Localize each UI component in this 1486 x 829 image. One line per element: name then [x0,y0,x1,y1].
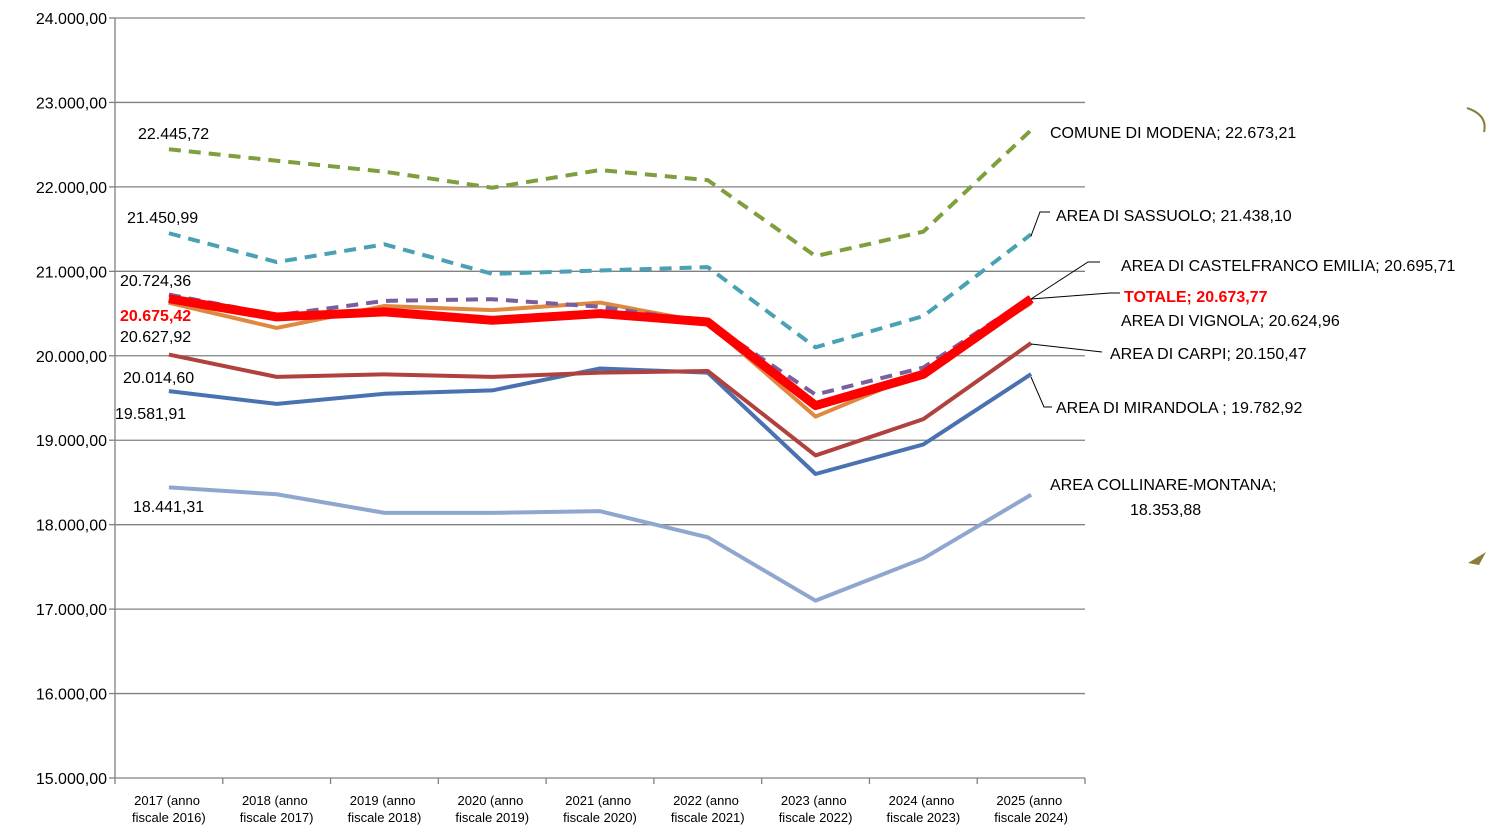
line: fiscale 2019) [455,810,529,825]
x-tick-label: 2018 (anno fiscale 2017) [240,793,314,825]
y-tick-label: 22.000,00 [36,180,107,197]
leader-line [1030,343,1103,353]
y-tick-label: 19.000,00 [36,433,107,450]
line: fiscale 2016) [132,810,206,825]
y-tick-label: 20.000,00 [36,349,107,366]
x-tick-label: 2017 (anno fiscale 2016) [132,793,206,825]
line: fiscale 2022) [779,810,853,825]
data-label: COMUNE DI MODENA; 22.673,21 [1050,125,1296,142]
leader-line [1030,261,1100,300]
data-label: 18.441,31 [133,499,204,516]
x-tick-label: 2022 (anno fiscale 2021) [671,793,745,825]
series-line [168,231,1033,350]
data-label: AREA DI MIRANDOLA ; 19.782,92 [1056,400,1302,417]
x-tick-label: 2025 (anno fiscale 2024) [994,793,1068,825]
series-line [168,341,1033,458]
line: 2018 (anno [242,793,311,808]
y-tick-label: 16.000,00 [36,687,107,704]
y-tick-label: 15.000,00 [36,771,107,788]
line: 2023 (anno [781,793,850,808]
line: fiscale 2018) [348,810,422,825]
series-line [168,366,1033,476]
line: 2024 (anno [889,793,958,808]
line: 2025 (anno [996,793,1065,808]
leader-line [1030,211,1050,237]
series-line [168,292,1033,397]
line: 2020 (anno [458,793,527,808]
x-tick-label: 2021 (anno fiscale 2020) [563,793,637,825]
x-tick-label: 2023 (anno fiscale 2022) [779,793,853,825]
line: 2019 (anno [350,793,419,808]
x-tick-label: 2020 (anno fiscale 2019) [455,793,529,825]
line: fiscale 2023) [886,810,960,825]
y-tick-label: 18.000,00 [36,518,107,535]
y-tick-label: 24.000,00 [36,11,107,28]
line: 2017 (anno [134,793,203,808]
data-label: 19.581,91 [115,406,186,423]
line: fiscale 2021) [671,810,745,825]
x-tick-label: 2024 (anno fiscale 2023) [886,793,960,825]
data-label: TOTALE; 20.673,77 [1124,289,1268,306]
decoration [1466,107,1486,133]
x-tick-label: 2019 (anno fiscale 2018) [348,793,422,825]
data-label: AREA DI SASSUOLO; 21.438,10 [1056,208,1292,225]
data-label: AREA DI VIGNOLA; 20.624,96 [1121,313,1340,330]
data-label: AREA DI CARPI; 20.150,47 [1110,346,1307,363]
line: fiscale 2017) [240,810,314,825]
line: fiscale 2020) [563,810,637,825]
data-label: 20.627,92 [120,329,191,346]
series-line [168,128,1033,259]
data-label: 20.675,42 [120,308,191,325]
line: 18.353,88 [1130,502,1201,519]
data-label: AREA COLLINARE-MONTANA; 18.353,88 [1050,477,1281,519]
leader-line [1030,376,1052,408]
decoration [1468,552,1486,565]
line: 2021 (anno [565,793,634,808]
line: fiscale 2024) [994,810,1068,825]
series-line [168,485,1033,603]
y-tick-label: 23.000,00 [36,95,107,112]
series-line [168,294,1034,411]
data-label: AREA DI CASTELFRANCO EMILIA; 20.695,71 [1121,258,1455,275]
data-label: 21.450,99 [127,210,198,227]
data-label: 20.724,36 [120,273,191,290]
line: 2022 (anno [673,793,742,808]
y-tick-label: 21.000,00 [36,264,107,281]
data-label: 20.014,60 [123,370,194,387]
data-label: 22.445,72 [138,126,209,143]
leader-line [1030,292,1120,300]
line: AREA COLLINARE-MONTANA; [1050,477,1281,494]
y-tick-label: 17.000,00 [36,602,107,619]
